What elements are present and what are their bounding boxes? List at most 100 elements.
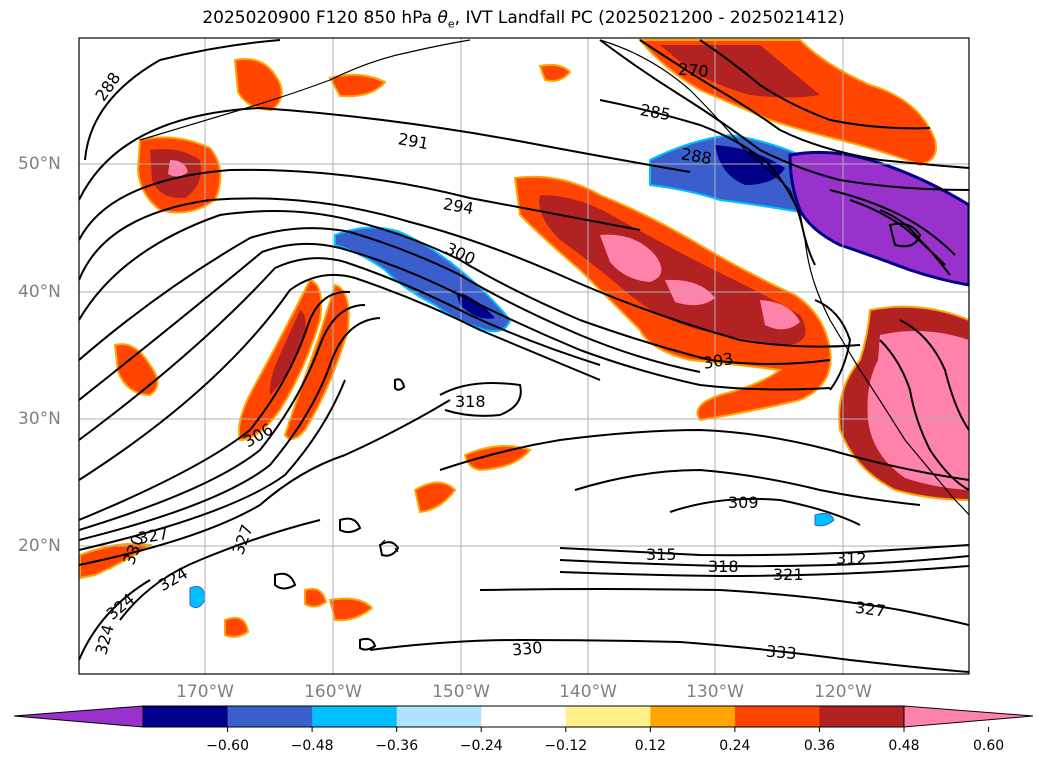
lat-label: 20°N <box>18 536 61 556</box>
contour-line <box>669 497 861 526</box>
gridlines <box>79 38 969 674</box>
contour-label: 318 <box>455 392 486 411</box>
contour-label: 318 <box>708 557 739 576</box>
lon-label: 170°W <box>176 682 234 702</box>
pc-positive-blob <box>304 587 328 608</box>
contour-line <box>814 299 852 391</box>
colorbar-segment <box>312 706 398 727</box>
lat-label: 30°N <box>18 409 61 429</box>
contour-line <box>699 39 931 130</box>
contour-line <box>79 227 701 373</box>
contour-line <box>79 106 691 201</box>
contour-line <box>84 39 281 161</box>
colorbar-segment <box>565 706 651 727</box>
colorbar-tick-label: −0.48 <box>290 738 334 754</box>
lon-label: 120°W <box>814 682 872 702</box>
pc-positive-blob <box>463 445 532 472</box>
contour-label: 309 <box>728 493 759 512</box>
extend-right-triangle-icon <box>904 706 1033 727</box>
contour-line <box>274 572 297 590</box>
contour-line <box>369 638 969 673</box>
contour-line <box>79 399 451 566</box>
pc-positive-north-core <box>660 45 820 98</box>
contour-line <box>79 242 831 401</box>
colorbar-tick-label: 0.12 <box>634 738 666 754</box>
colorbar-segment <box>819 706 905 727</box>
lon-label: 130°W <box>686 682 744 702</box>
colorbar-tick-label: −0.12 <box>544 738 588 754</box>
colorbar-segment <box>481 706 567 727</box>
contour-line <box>899 319 969 431</box>
pc-positive-band-peak <box>665 279 715 306</box>
pc-positive-band-core <box>539 195 806 345</box>
pc-positive-coast-peak <box>867 331 969 490</box>
colorbar-left-outline <box>13 705 144 728</box>
contour-line <box>574 468 921 506</box>
title-sub: e <box>447 17 455 31</box>
contour-line <box>79 317 381 541</box>
contour-line <box>79 379 346 551</box>
lon-label: 160°W <box>304 682 362 702</box>
colorbar-tick-label: −0.60 <box>206 738 249 754</box>
pc-negative-east <box>788 150 969 287</box>
lat-label: 40°N <box>18 282 61 302</box>
colorbar-tick-label: −0.24 <box>459 738 503 754</box>
contour-line <box>879 209 951 276</box>
pc-negative-blob <box>814 512 835 527</box>
pc-negative-north-core <box>715 145 785 185</box>
contour-label: 270 <box>677 60 709 82</box>
pc-positive-blob <box>328 73 387 98</box>
colorbar-tick-label: 0.60 <box>972 738 1005 754</box>
colorbar-tick-label: −0.36 <box>375 738 419 754</box>
coastline-north-america <box>599 39 969 516</box>
contour-line <box>79 168 641 241</box>
contour-line <box>879 339 969 491</box>
contour-line <box>559 544 969 557</box>
contour-line <box>439 381 522 417</box>
pc-positive-blob <box>538 63 572 82</box>
title-suffix: , IVT Landfall PC (2025021200 - 20250214… <box>454 8 845 28</box>
map-frame <box>78 37 970 675</box>
contour-label: 321 <box>773 565 804 584</box>
contour-line <box>79 197 861 348</box>
theta-e-contours <box>79 39 969 673</box>
contour-labels: 288 291 294 300 285 270 288 303 306 318 … <box>91 60 886 664</box>
contour-line <box>559 565 969 578</box>
contour-line <box>79 579 151 661</box>
colorbar-segment <box>650 706 736 727</box>
title-theta: θ <box>437 8 448 28</box>
colorbar-segments <box>143 706 905 727</box>
contour-line <box>439 428 969 481</box>
contour-line <box>559 555 969 568</box>
colorbar-tick-label: 0.36 <box>803 738 836 754</box>
colorbar-segment <box>227 706 313 727</box>
contour-line <box>829 189 956 256</box>
shaded-fields <box>79 39 969 638</box>
pc-positive-blob <box>113 343 159 397</box>
pc-positive-diagonal <box>269 310 306 395</box>
pc-positive-blob <box>413 481 457 514</box>
contour-line <box>79 210 831 365</box>
contour-label: 330 <box>511 638 543 660</box>
pc-positive-blob <box>328 597 374 622</box>
lat-label: 50°N <box>18 154 61 174</box>
contour-line <box>79 304 366 531</box>
colorbar-tick-label: 0.24 <box>719 738 751 754</box>
contour-line <box>359 637 377 651</box>
pc-positive-band-peak <box>600 234 662 282</box>
contour-line <box>79 257 601 441</box>
colorbar-segment <box>734 706 820 727</box>
colorbar-tick-marks <box>227 727 990 732</box>
contour-line <box>79 273 601 481</box>
contour-label: 312 <box>836 549 867 568</box>
extend-left-triangle-icon <box>14 706 143 727</box>
contour-line <box>119 519 321 621</box>
contour-line <box>339 517 362 534</box>
lon-label: 150°W <box>432 682 490 702</box>
contour-line <box>479 588 969 626</box>
pc-positive-blob <box>233 58 283 112</box>
contour-line <box>79 290 351 521</box>
coastlines <box>139 39 969 553</box>
